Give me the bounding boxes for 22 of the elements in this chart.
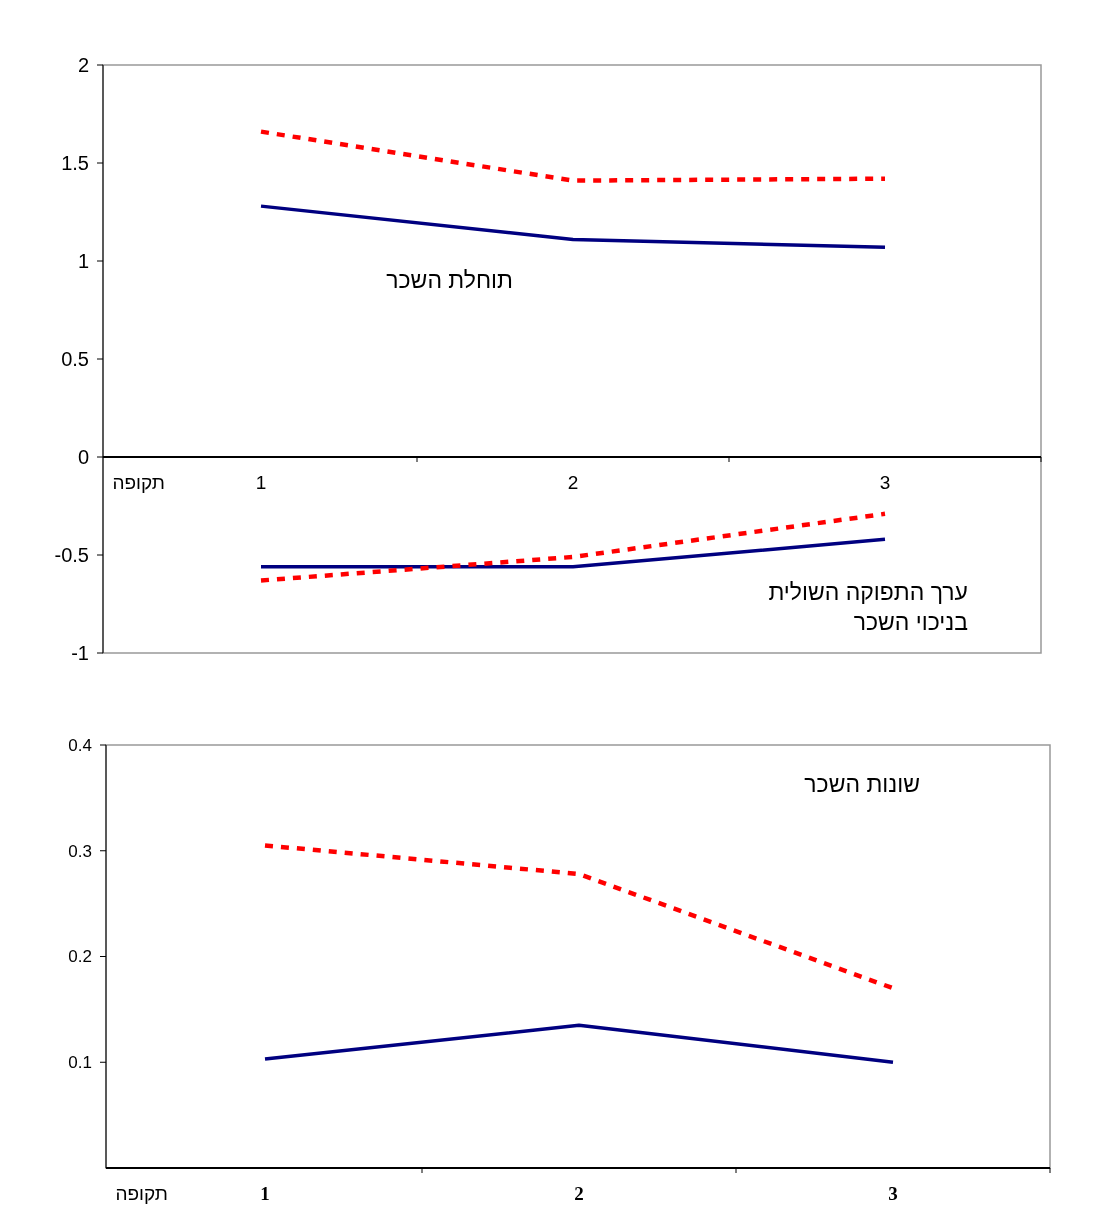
y-tick-label: 1.5 (61, 152, 89, 174)
x-tick-label: 2 (574, 1183, 584, 1204)
annotation: תוחלת השכר (386, 267, 513, 293)
x-tick-label: 3 (888, 1183, 898, 1204)
x-tick-label: 1 (260, 1183, 270, 1204)
x-tick-label: 2 (567, 472, 579, 493)
y-tick-label: 0.4 (68, 735, 92, 755)
annotation: שונות השכר (804, 771, 920, 797)
y-tick-label: 0.2 (68, 947, 92, 967)
y-tick-label: 0.3 (68, 841, 92, 861)
y-tick-label: -0.5 (54, 544, 89, 566)
x-tick-label: 1 (255, 472, 267, 493)
y-tick-label: 0 (77, 446, 89, 468)
y-tick-label: 0.1 (68, 1053, 92, 1073)
x-tick-label: 3 (879, 472, 891, 493)
x-axis-title: תקופה (112, 472, 165, 493)
annotation: ערך התפוקה השולית בניכוי השכר (768, 579, 968, 635)
y-tick-label: -1 (71, 642, 89, 664)
x-axis-title: תקופה (115, 1183, 168, 1204)
y-tick-label: 2 (77, 54, 89, 76)
y-tick-label: 0.5 (61, 348, 89, 370)
y-tick-label: 1 (77, 250, 89, 272)
